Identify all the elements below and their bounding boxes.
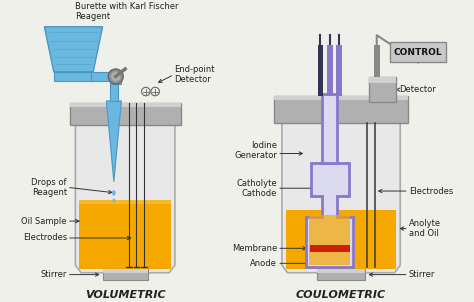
Text: Stirrer: Stirrer [41, 270, 67, 279]
Text: Electrodes: Electrodes [23, 233, 67, 243]
Polygon shape [274, 96, 408, 123]
Text: Electrodes: Electrodes [409, 187, 453, 195]
Polygon shape [114, 76, 121, 84]
Polygon shape [91, 72, 116, 81]
Polygon shape [306, 163, 353, 267]
Polygon shape [274, 96, 408, 100]
Polygon shape [322, 94, 337, 163]
Polygon shape [310, 246, 349, 252]
Polygon shape [282, 111, 400, 273]
Polygon shape [369, 77, 395, 83]
Polygon shape [70, 103, 181, 125]
Polygon shape [317, 269, 365, 280]
Polygon shape [327, 45, 333, 96]
Polygon shape [45, 27, 102, 72]
Text: Stirrer: Stirrer [409, 270, 435, 279]
Text: Oil Sample: Oil Sample [21, 217, 67, 226]
Text: Iodine
Generator: Iodine Generator [234, 141, 277, 160]
Polygon shape [54, 72, 93, 81]
Ellipse shape [112, 198, 115, 202]
Text: Catholyte
Cathode: Catholyte Cathode [237, 178, 277, 198]
Polygon shape [337, 45, 342, 96]
Polygon shape [110, 70, 118, 84]
Text: Drops of
Reagent: Drops of Reagent [31, 178, 67, 197]
Polygon shape [79, 201, 171, 269]
Text: Anode: Anode [250, 259, 277, 268]
Ellipse shape [112, 190, 116, 196]
Polygon shape [369, 77, 395, 102]
Polygon shape [110, 70, 118, 101]
Polygon shape [102, 269, 148, 273]
Polygon shape [318, 45, 323, 96]
Polygon shape [374, 45, 380, 96]
Polygon shape [70, 103, 181, 107]
Polygon shape [317, 269, 365, 273]
Polygon shape [286, 210, 396, 269]
Text: VOLUMETRIC: VOLUMETRIC [85, 290, 165, 300]
Polygon shape [75, 116, 175, 273]
Polygon shape [390, 42, 446, 63]
Polygon shape [79, 201, 171, 204]
Text: Membrane: Membrane [232, 244, 277, 253]
Text: Anolyte
and Oil: Anolyte and Oil [409, 219, 441, 238]
Polygon shape [309, 214, 350, 265]
Text: Burette with Karl Fischer
Reagent: Burette with Karl Fischer Reagent [75, 2, 179, 21]
Text: End-point
Detector: End-point Detector [174, 65, 214, 84]
Text: COULOMETRIC: COULOMETRIC [296, 290, 386, 300]
Polygon shape [102, 269, 148, 280]
Ellipse shape [108, 69, 123, 84]
Ellipse shape [111, 72, 120, 81]
Text: CONTROL: CONTROL [394, 48, 442, 56]
Text: Detector: Detector [399, 85, 436, 94]
Polygon shape [106, 101, 121, 182]
